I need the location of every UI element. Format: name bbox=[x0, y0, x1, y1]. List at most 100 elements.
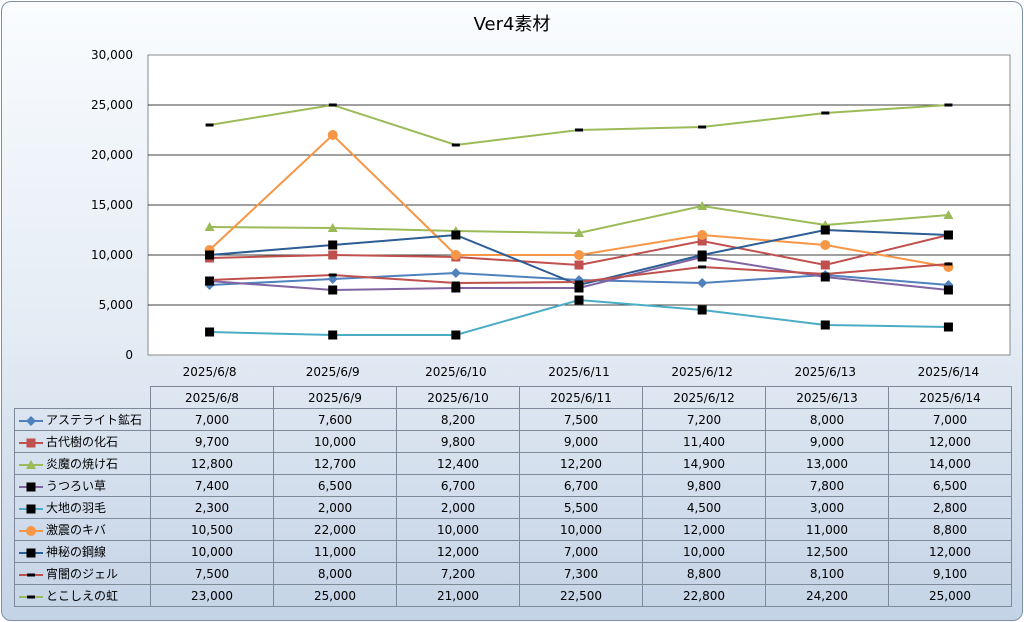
series-name: 炎魔の焼け石 bbox=[14, 452, 151, 475]
data-point bbox=[205, 327, 215, 337]
table-column-header: 2025/6/11 bbox=[519, 386, 643, 409]
table-cell: 9,100 bbox=[888, 562, 1012, 585]
table-cell: 25,000 bbox=[273, 584, 397, 607]
series-name-label: とこしえの虹 bbox=[46, 589, 119, 603]
square-marker bbox=[26, 438, 36, 447]
data-point bbox=[943, 210, 954, 219]
table-cell: 7,600 bbox=[273, 408, 397, 431]
black-square-marker bbox=[574, 280, 584, 290]
series-9 bbox=[205, 103, 953, 147]
data-point bbox=[451, 330, 461, 340]
series-name: 激震のキバ bbox=[14, 518, 151, 541]
series-name-label: 古代樹の化石 bbox=[46, 435, 119, 449]
data-point bbox=[327, 223, 338, 232]
dash-marker bbox=[698, 125, 707, 129]
black-square-marker bbox=[943, 322, 953, 332]
data-point bbox=[574, 295, 584, 305]
table-column-header: 2025/6/8 bbox=[150, 386, 274, 409]
data-point bbox=[820, 272, 830, 282]
data-point bbox=[205, 278, 214, 282]
black-square-marker bbox=[943, 285, 953, 295]
table-cell: 8,800 bbox=[642, 562, 766, 585]
dash-marker bbox=[575, 280, 583, 284]
x-tick-label: 2025/6/11 bbox=[548, 365, 610, 379]
data-point bbox=[820, 260, 830, 270]
data-point bbox=[574, 260, 584, 270]
table-cell: 10,000 bbox=[273, 430, 397, 453]
table-cell: 12,400 bbox=[396, 452, 520, 475]
data-point bbox=[943, 230, 953, 240]
table-cell: 4,500 bbox=[642, 496, 766, 519]
table-cell: 9,000 bbox=[765, 430, 889, 453]
table-row: 古代樹の化石 9,700 10,000 9,800 9,000 11,400 9,000 12… bbox=[14, 430, 1012, 453]
table-cell: 25,000 bbox=[888, 584, 1012, 607]
y-tick-label: 20,000 bbox=[91, 148, 133, 162]
series-name-label: 大地の羽毛 bbox=[46, 501, 107, 515]
series-name-label: 激震のキバ bbox=[46, 523, 107, 537]
data-point bbox=[943, 285, 953, 295]
table-column-header: 2025/6/12 bbox=[642, 386, 766, 409]
legend-key bbox=[19, 595, 43, 598]
black-square-marker bbox=[26, 504, 36, 513]
x-tick-label: 2025/6/9 bbox=[306, 365, 360, 379]
dash-marker bbox=[205, 123, 214, 127]
table-cell: 12,500 bbox=[765, 540, 889, 563]
triangle-marker bbox=[26, 459, 36, 469]
table-cell: 12,200 bbox=[519, 452, 643, 475]
table-cell: 14,900 bbox=[642, 452, 766, 475]
black-square-marker bbox=[205, 327, 215, 337]
table-cell: 12,000 bbox=[642, 518, 766, 541]
table-row: うつろい草 7,400 6,500 6,700 6,700 9,800 7,800 6,500 bbox=[14, 474, 1012, 497]
series-name: 宵闇のジェル bbox=[14, 562, 151, 585]
table-cell: 6,500 bbox=[888, 474, 1012, 497]
y-tick-label: 30,000 bbox=[91, 48, 133, 62]
black-square-marker bbox=[697, 250, 707, 260]
triangle-marker bbox=[204, 222, 215, 231]
triangle-marker bbox=[697, 201, 708, 210]
data-point bbox=[697, 201, 708, 210]
table-cell: 9,800 bbox=[642, 474, 766, 497]
data-point bbox=[575, 280, 583, 284]
series-name: アステライト鉱石 bbox=[14, 408, 151, 431]
series-name-label: 炎魔の焼け石 bbox=[46, 457, 119, 471]
black-square-marker bbox=[205, 250, 215, 260]
table-cell: 11,000 bbox=[273, 540, 397, 563]
triangle-marker bbox=[943, 210, 954, 219]
series-5 bbox=[205, 295, 953, 340]
data-table-body: アステライト鉱石 7,000 7,600 8,200 7,500 7,200 8,000 7,… bbox=[14, 408, 1012, 607]
dash-marker bbox=[944, 103, 953, 107]
data-point bbox=[451, 230, 461, 240]
table-cell: 7,800 bbox=[765, 474, 889, 497]
data-point bbox=[697, 278, 708, 288]
table-cell: 2,300 bbox=[150, 496, 274, 519]
series-7 bbox=[205, 225, 953, 290]
table-cell: 6,700 bbox=[519, 474, 643, 497]
table-column-header: 2025/6/13 bbox=[765, 386, 889, 409]
data-point bbox=[821, 272, 830, 276]
dash-marker bbox=[944, 262, 953, 266]
table-cell: 7,000 bbox=[519, 540, 643, 563]
series-name: 神秘の鋼線 bbox=[14, 540, 151, 563]
black-square-marker bbox=[820, 272, 830, 282]
table-cell: 9,800 bbox=[396, 430, 520, 453]
table-cell: 7,500 bbox=[519, 408, 643, 431]
table-cell: 10,000 bbox=[519, 518, 643, 541]
data-point bbox=[820, 240, 831, 250]
series-name: うつろい草 bbox=[14, 474, 151, 497]
table-cell: 2,000 bbox=[396, 496, 520, 519]
series-name: 大地の羽毛 bbox=[14, 496, 151, 519]
legend-key bbox=[19, 415, 43, 426]
black-square-marker bbox=[328, 285, 338, 295]
table-cell: 22,000 bbox=[273, 518, 397, 541]
black-square-marker bbox=[451, 283, 461, 293]
data-point bbox=[328, 240, 338, 250]
table-cell: 10,000 bbox=[150, 540, 274, 563]
series-name-label: 神秘の鋼線 bbox=[46, 545, 107, 559]
table-column-header: 2025/6/10 bbox=[396, 386, 520, 409]
x-tick-label: 2025/6/8 bbox=[183, 365, 237, 379]
data-point bbox=[697, 250, 707, 260]
legend-key bbox=[19, 459, 43, 469]
table-row: 炎魔の焼け石 12,800 12,700 12,400 12,200 14,900 13,0… bbox=[14, 452, 1012, 475]
dash-marker bbox=[27, 595, 35, 598]
data-point bbox=[575, 128, 583, 132]
